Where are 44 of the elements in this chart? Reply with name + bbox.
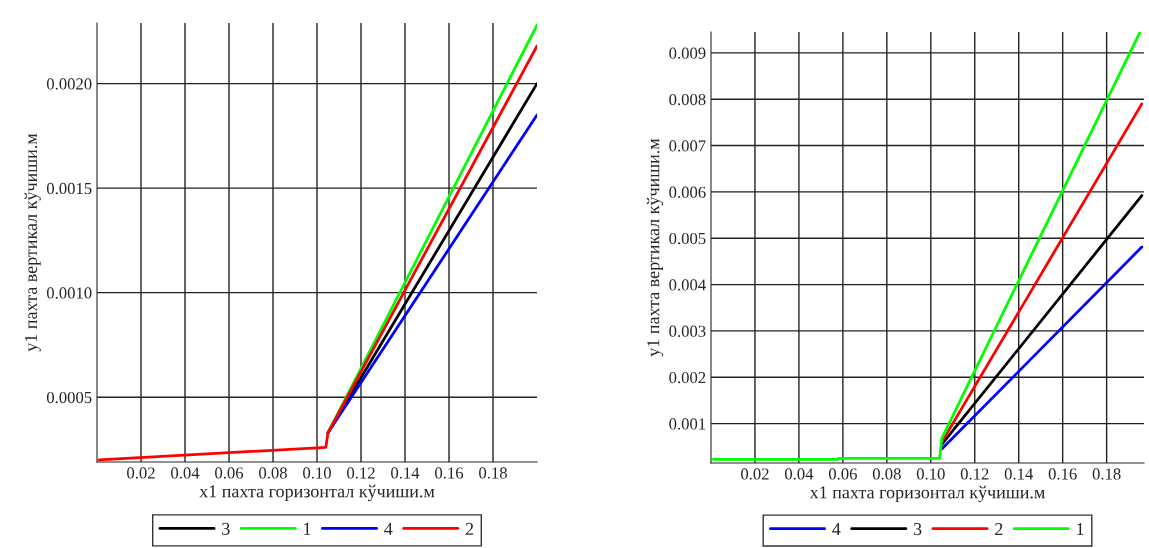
x-tick-label: 0.06 [215,467,244,479]
x-tick-label: 0.02 [127,467,155,479]
y-tick-label: 0.0005 [46,391,92,404]
x-tick-label: 0.08 [259,467,287,479]
legend-label: 3 [222,522,230,535]
x-axis-title: x1 пахта горизонтал кўчиши.м [809,485,1045,503]
line-series [711,32,1141,461]
x-tick-label: 0.04 [784,468,814,480]
legend-label: 4 [832,523,841,535]
y-tick-label: 0.002 [669,371,706,384]
y-tick-label: 0.007 [669,140,706,152]
legend-label: 4 [384,522,393,535]
y-axis-title: y1 пахта вертикал кўчиши.м [24,133,41,352]
x-tick-label: 0.14 [1004,468,1034,480]
x-tick-label: 0.04 [171,467,200,479]
y-axis-title: y1 пахта вертикал кўчиши.м [646,138,664,357]
x-tick-label: 0.14 [391,467,420,479]
legend-label: 2 [465,522,474,535]
x-tick-label: 0.12 [347,467,375,479]
legend-label: 3 [913,523,922,536]
x-axis-title: x1 пахта горизонтал кўчиши.м [199,484,435,502]
x-tick-label: 0.10 [303,467,331,479]
y-tick-label: 0.008 [669,93,706,106]
x-tick-label: 0.18 [479,467,507,479]
y-tick-label: 0.005 [669,232,706,245]
y-tick-label: 0.0010 [46,287,92,299]
y-tick-label: 0.001 [669,418,706,430]
x-tick-label: 0.16 [1048,468,1077,480]
y-tick-label: 0.0015 [46,182,92,195]
legend-label: 2 [995,523,1003,535]
y-tick-label: 0.0020 [46,78,92,90]
x-tick-label: 0.08 [872,468,901,480]
x-tick-label: 0.06 [828,468,857,480]
x-tick-label: 0.10 [916,468,945,480]
x-tick-label: 0.18 [1092,468,1121,480]
legend-label: 1 [304,522,311,535]
legend-label: 1 [1077,523,1084,535]
y-tick-label: 0.009 [669,47,706,59]
x-tick-label: 0.16 [435,467,464,479]
x-tick-label: 0.12 [960,468,989,480]
y-tick-label: 0.003 [669,325,706,337]
x-tick-label: 0.02 [741,468,769,480]
y-tick-label: 0.004 [669,279,706,291]
y-tick-label: 0.006 [669,186,706,198]
